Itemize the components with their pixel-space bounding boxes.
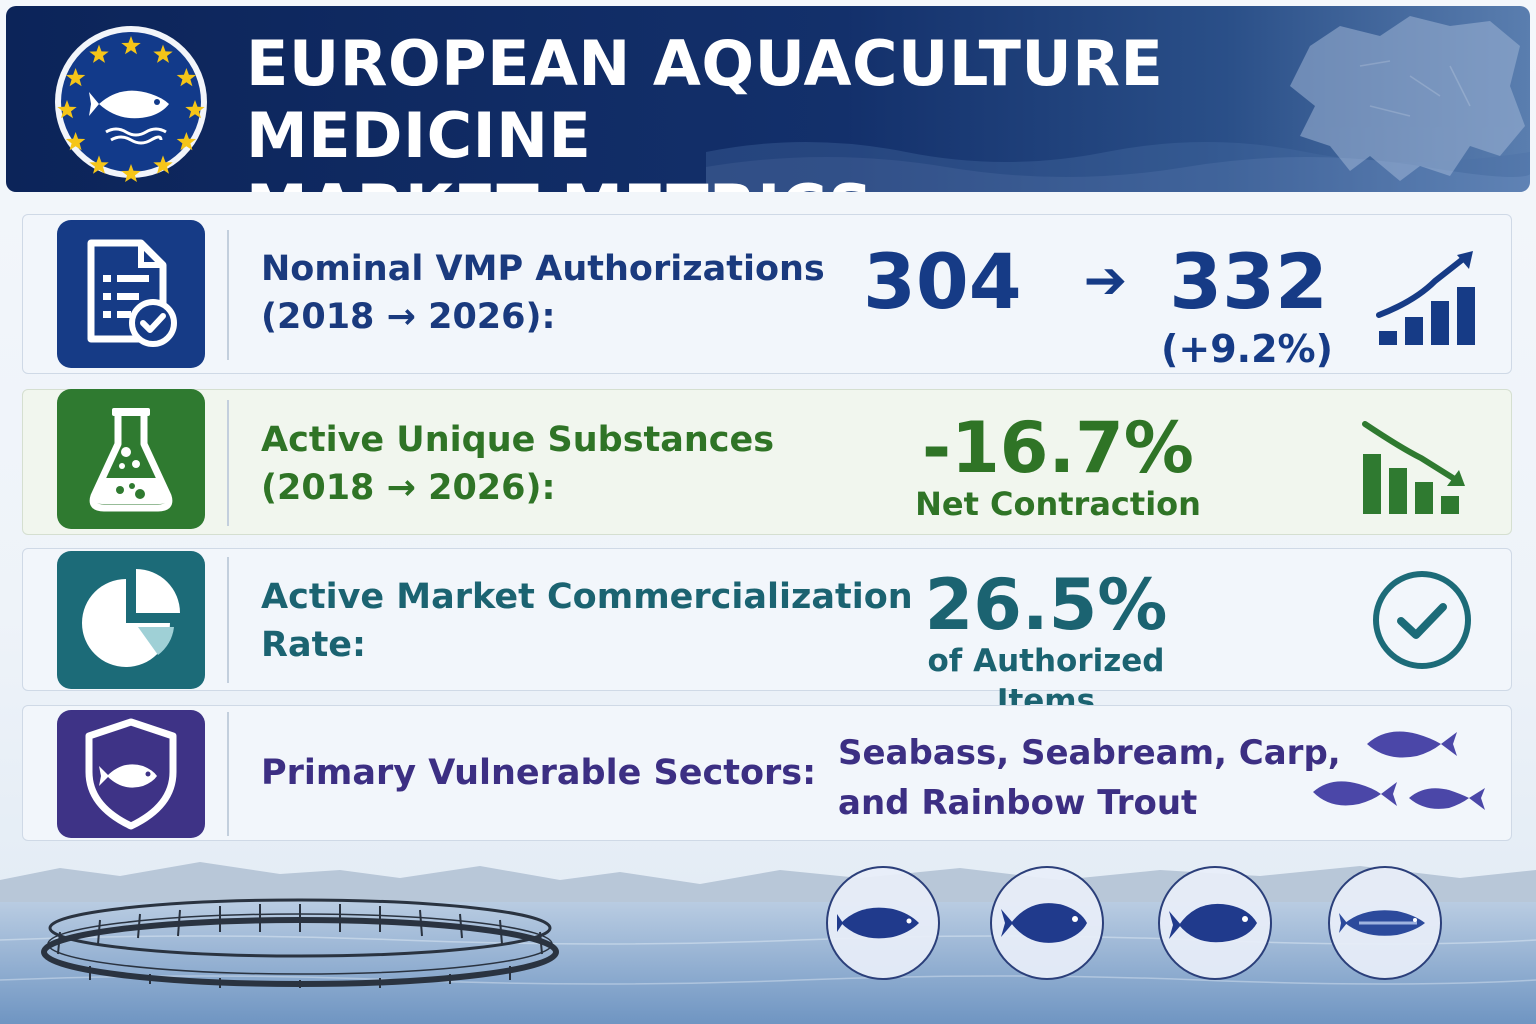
value-2026: 332 — [1169, 237, 1328, 326]
aquaculture-sea-scene — [0, 862, 1536, 1024]
metric-row-vmp-authorizations: Nominal VMP Authorizations (2018 → 2026)… — [22, 214, 1512, 374]
metric-label-line-1: Primary Vulnerable Sectors: — [261, 753, 817, 793]
sea-waves-decoration — [706, 142, 1530, 192]
flask-icon — [57, 389, 205, 529]
trout-icon — [1328, 866, 1442, 980]
metric-label: Primary Vulnerable Sectors: — [261, 749, 816, 797]
document-check-icon — [57, 220, 205, 368]
metric-subtext: Net Contraction — [915, 485, 1201, 523]
carp-icon — [1158, 866, 1272, 980]
metric-label-line-2: (2018 → 2026): — [261, 297, 556, 337]
pie-chart-icon — [57, 551, 205, 689]
percent-change: (+9.2%) — [1161, 327, 1333, 371]
metric-value-group: Seabass, Seabream, Carp, and Rainbow Tro… — [838, 728, 1341, 828]
metric-label: Active Unique Substances (2018 → 2026): — [261, 416, 774, 512]
metric-value-group: 304 ➔ 332 (+9.2%) — [863, 237, 1333, 372]
metric-value-line-1: Seabass, Seabream, Carp, — [838, 733, 1341, 773]
header-banner: EUROPEAN AQUACULTURE MEDICINE MARKET MET… — [6, 6, 1530, 192]
seabream-icon — [990, 866, 1104, 980]
metric-label-line-2: Rate: — [261, 625, 367, 665]
row-divider — [227, 400, 229, 526]
row-divider — [227, 230, 229, 360]
metric-label: Nominal VMP Authorizations (2018 → 2026)… — [261, 245, 825, 341]
metric-label-line-1: Active Unique Substances — [261, 420, 775, 460]
metric-value: -16.7% — [922, 407, 1194, 489]
metric-label-line-1: Nominal VMP Authorizations — [261, 249, 825, 289]
bar-chart-up-icon — [1376, 251, 1475, 345]
europe-map-icon — [1290, 16, 1525, 181]
metric-value-group: -16.7% Net Contraction — [903, 412, 1213, 524]
seabass-icon — [826, 866, 940, 980]
right-arrow-icon: ➔ — [1083, 251, 1128, 311]
metric-row-vulnerable-sectors: Primary Vulnerable Sectors: Seabass, Sea… — [22, 705, 1512, 841]
metric-row-active-substances: Active Unique Substances (2018 → 2026): … — [22, 389, 1512, 535]
metric-value: 26.5% — [924, 564, 1168, 646]
row-divider — [227, 712, 229, 836]
metric-label: Active Market Commercialization Rate: — [261, 573, 913, 669]
row-divider — [227, 557, 229, 683]
metric-value-group: 26.5% of Authorized Items — [891, 569, 1201, 721]
page-title: EUROPEAN AQUACULTURE MEDICINE MARKET MET… — [246, 27, 1530, 193]
metric-label-line-2: (2018 → 2026): — [261, 468, 556, 508]
title-line-2: MARKET METRICS — [246, 172, 1530, 193]
bar-chart-down-icon — [1362, 421, 1465, 514]
eu-fish-emblem-icon — [55, 26, 207, 182]
check-circle-icon — [1373, 571, 1471, 669]
shield-fish-icon — [57, 710, 205, 838]
fish-school-icon — [1313, 731, 1485, 810]
value-2018: 304 — [863, 237, 1022, 326]
metric-label-line-1: Active Market Commercialization — [261, 577, 913, 617]
metric-value-line-2: and Rainbow Trout — [838, 783, 1198, 823]
title-line-1: EUROPEAN AQUACULTURE MEDICINE — [246, 27, 1164, 172]
metric-row-commercialization-rate: Active Market Commercialization Rate: 26… — [22, 548, 1512, 719]
